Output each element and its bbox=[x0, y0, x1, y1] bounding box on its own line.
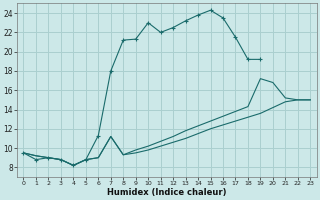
X-axis label: Humidex (Indice chaleur): Humidex (Indice chaleur) bbox=[107, 188, 227, 197]
